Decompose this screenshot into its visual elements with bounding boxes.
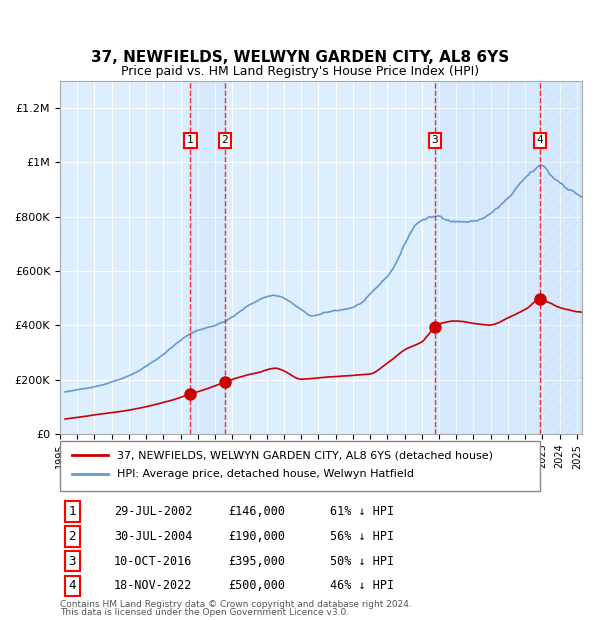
Text: 37, NEWFIELDS, WELWYN GARDEN CITY, AL8 6YS: 37, NEWFIELDS, WELWYN GARDEN CITY, AL8 6… xyxy=(91,50,509,65)
Text: HPI: Average price, detached house, Welwyn Hatfield: HPI: Average price, detached house, Welw… xyxy=(117,469,414,479)
Text: 4: 4 xyxy=(68,580,76,592)
Text: 56% ↓ HPI: 56% ↓ HPI xyxy=(330,530,394,542)
Text: £190,000: £190,000 xyxy=(228,530,285,542)
Text: 46% ↓ HPI: 46% ↓ HPI xyxy=(330,580,394,592)
Text: 1: 1 xyxy=(68,505,76,518)
Text: 37, NEWFIELDS, WELWYN GARDEN CITY, AL8 6YS (detached house): 37, NEWFIELDS, WELWYN GARDEN CITY, AL8 6… xyxy=(117,450,493,460)
Bar xyxy=(541,81,582,434)
Text: Price paid vs. HM Land Registry's House Price Index (HPI): Price paid vs. HM Land Registry's House … xyxy=(121,64,479,78)
Text: 3: 3 xyxy=(68,555,76,567)
Text: 30-JUL-2004: 30-JUL-2004 xyxy=(114,530,193,542)
Text: 3: 3 xyxy=(431,135,439,146)
Bar xyxy=(190,81,225,434)
Text: 2: 2 xyxy=(68,530,76,542)
Text: 4: 4 xyxy=(537,135,544,146)
Text: £500,000: £500,000 xyxy=(228,580,285,592)
Text: £146,000: £146,000 xyxy=(228,505,285,518)
Text: 2: 2 xyxy=(221,135,228,146)
Text: 1: 1 xyxy=(187,135,194,146)
Text: HPI: Average price, detached house, Welwyn Hatfield: HPI: Average price, detached house, Welw… xyxy=(117,469,414,479)
Text: 10-OCT-2016: 10-OCT-2016 xyxy=(114,555,193,567)
Text: Contains HM Land Registry data © Crown copyright and database right 2024.: Contains HM Land Registry data © Crown c… xyxy=(60,600,412,609)
Text: 29-JUL-2002: 29-JUL-2002 xyxy=(114,505,193,518)
Text: 18-NOV-2022: 18-NOV-2022 xyxy=(114,580,193,592)
Text: This data is licensed under the Open Government Licence v3.0.: This data is licensed under the Open Gov… xyxy=(60,608,349,617)
Text: 50% ↓ HPI: 50% ↓ HPI xyxy=(330,555,394,567)
Bar xyxy=(435,81,541,434)
Text: 61% ↓ HPI: 61% ↓ HPI xyxy=(330,505,394,518)
Text: £395,000: £395,000 xyxy=(228,555,285,567)
Text: 37, NEWFIELDS, WELWYN GARDEN CITY, AL8 6YS (detached house): 37, NEWFIELDS, WELWYN GARDEN CITY, AL8 6… xyxy=(117,450,493,460)
